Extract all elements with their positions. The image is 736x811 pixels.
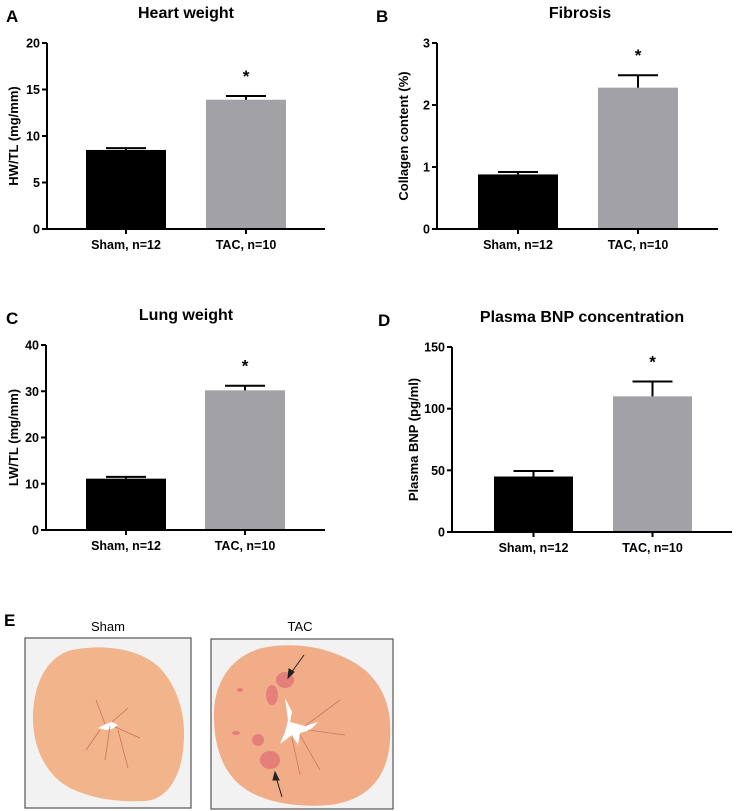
y-tick-label: 0	[33, 223, 40, 237]
x-tick-label: TAC, n=10	[622, 541, 683, 555]
bar-sham	[86, 478, 166, 530]
y-tick-label: 3	[423, 37, 430, 51]
bar-tac	[206, 99, 286, 229]
arrow-head-icon	[272, 770, 280, 781]
y-tick-label: 0	[438, 526, 445, 540]
lumen-sham	[98, 722, 118, 730]
panel-letter: A	[6, 7, 18, 26]
bar-tac	[598, 87, 678, 229]
bar-tac	[613, 396, 692, 532]
y-tick-label: 10	[26, 130, 40, 144]
panel-letter: C	[6, 309, 18, 328]
significance-marker: *	[242, 357, 249, 376]
x-tick-label: Sham, n=12	[499, 541, 569, 555]
histology-image-tac	[210, 638, 394, 810]
y-tick-label: 40	[25, 339, 39, 353]
bar-tac	[205, 390, 285, 530]
panel-a: A Heart weight Sham, n=12 * TAC, n=10 0 5 10 15 2…	[6, 5, 325, 252]
x-tick-label: Sham, n=12	[91, 238, 161, 252]
y-tick-label: 150	[424, 341, 445, 355]
significance-marker: *	[243, 67, 250, 86]
x-tick-label: Sham, n=12	[91, 539, 161, 553]
y-axis-label: Plasma BNP (pg/ml)	[406, 378, 421, 501]
y-tick-label: 2	[423, 99, 430, 113]
significance-marker: *	[635, 46, 642, 65]
bar-sham	[478, 174, 558, 229]
y-tick-label: 20	[26, 37, 40, 51]
histology-label-sham: Sham	[91, 619, 125, 634]
y-tick-label: 15	[26, 83, 40, 97]
bar-sham	[494, 476, 573, 532]
arrow-icons	[272, 654, 305, 798]
panel-letter-e: E	[4, 611, 15, 630]
x-tick-label: TAC, n=10	[215, 539, 276, 553]
chart-title: Lung weight	[139, 307, 234, 324]
histology-image-sham	[24, 637, 192, 809]
histology-label-tac: TAC	[287, 619, 312, 634]
y-tick-label: 100	[424, 402, 445, 416]
chart-title: Fibrosis	[549, 5, 611, 22]
y-tick-label: 10	[25, 477, 39, 491]
arrow-head-icon	[287, 668, 295, 680]
panel-letter: D	[378, 311, 390, 330]
chart-title: Heart weight	[138, 5, 235, 22]
arrow-icon	[290, 654, 305, 674]
lumen-tac	[280, 698, 318, 745]
significance-marker: *	[649, 353, 656, 372]
x-tick-label: TAC, n=10	[216, 238, 277, 252]
y-axis-label: Collagen content (%)	[396, 71, 411, 200]
y-tick-label: 30	[25, 385, 39, 399]
x-tick-label: Sham, n=12	[483, 238, 553, 252]
chart-title: Plasma BNP concentration	[480, 309, 684, 326]
x-tick-label: TAC, n=10	[608, 238, 669, 252]
y-axis-label: LW/TL (mg/mm)	[6, 389, 21, 486]
panel-d: D Plasma BNP concentration Sham, n=12 * TAC,…	[378, 309, 732, 555]
bar-sham	[86, 149, 166, 229]
y-tick-label: 5	[33, 176, 40, 190]
y-tick-label: 50	[431, 464, 445, 478]
panel-e: E Sham TAC	[4, 611, 394, 810]
panel-letter: B	[376, 7, 388, 26]
y-tick-label: 0	[32, 524, 39, 538]
panel-b: B Fibrosis Sham, n=12 * TAC, n=10 0 1 2 3 Collage…	[376, 5, 718, 252]
y-tick-label: 0	[423, 223, 430, 237]
y-axis-label: HW/TL (mg/mm)	[6, 86, 21, 185]
panel-c: C Lung weight Sham, n=12 * TAC, n=10 0 10 20 30 4…	[6, 307, 325, 553]
y-tick-label: 1	[423, 161, 430, 175]
y-tick-label: 20	[25, 431, 39, 445]
